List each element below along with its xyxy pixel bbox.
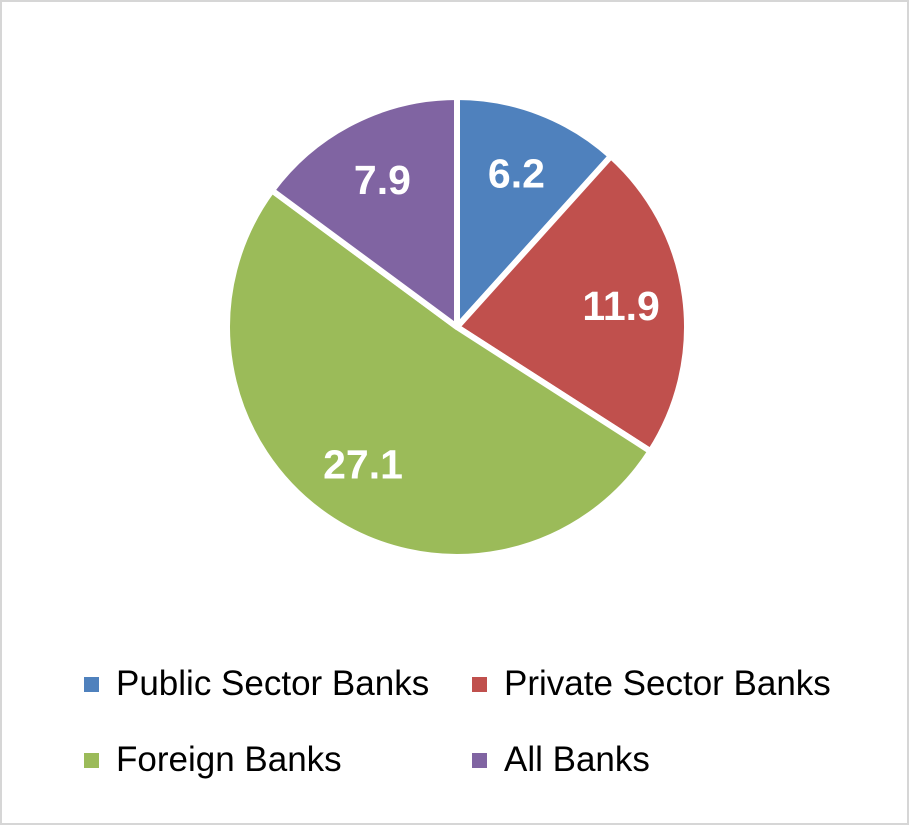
pie-slice-public-sector-banks — [454, 94, 614, 330]
data-label-foreign-banks: 27.1 — [323, 441, 403, 487]
legend-marker-all-banks-icon — [472, 752, 487, 768]
legend-marker-private-sector-banks-icon — [472, 676, 487, 692]
pie-slice-all-banks — [268, 94, 460, 330]
data-label-public-sector-banks: 6.2 — [488, 150, 545, 196]
legend-item-all-banks: All Banks — [472, 738, 650, 782]
legend-marker-foreign-banks-icon — [84, 752, 99, 768]
legend-label-foreign-banks: Foreign Banks — [116, 740, 342, 779]
pie-slice-foreign-banks — [224, 187, 654, 560]
legend-item-public-sector-banks: Public Sector Banks — [84, 662, 429, 706]
legend-item-foreign-banks: Foreign Banks — [84, 738, 342, 782]
legend-marker-public-sector-banks-icon — [84, 676, 99, 692]
legend-label-public-sector-banks: Public Sector Banks — [116, 664, 430, 703]
legend-label-private-sector-banks: Private Sector Banks — [504, 664, 831, 703]
legend-item-private-sector-banks: Private Sector Banks — [472, 662, 831, 706]
data-label-private-sector-banks: 11.9 — [582, 283, 660, 329]
pie-slice-private-sector-banks — [454, 153, 690, 455]
legend-label-all-banks: All Banks — [504, 740, 650, 779]
data-label-all-banks: 7.9 — [354, 157, 411, 203]
